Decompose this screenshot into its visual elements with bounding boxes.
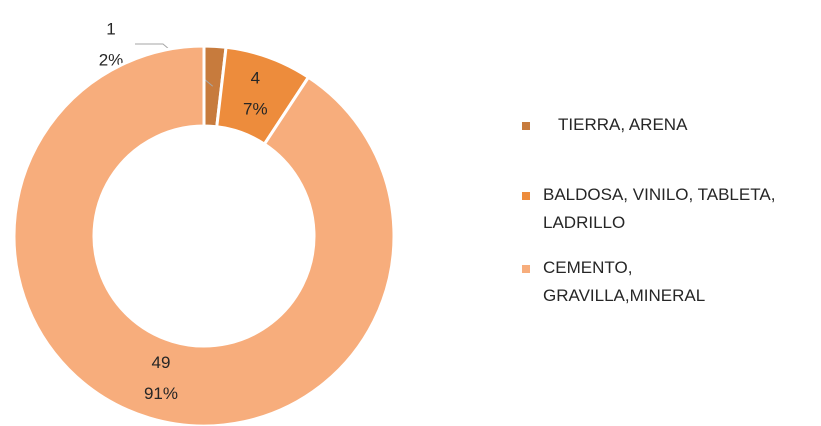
percent-label: 7% — [243, 100, 268, 119]
data-label: 49 — [152, 353, 171, 372]
legend-marker — [522, 122, 530, 130]
legend-marker — [522, 192, 530, 200]
legend-label: TIERRA, ARENA — [558, 115, 688, 134]
legend-marker — [522, 265, 530, 273]
donut-slice — [12, 44, 396, 426]
data-label: 4 — [251, 69, 260, 88]
data-label: 1 — [106, 19, 115, 38]
legend-label: BALDOSA, VINILO, TABLETA, LADRILLO — [543, 185, 775, 232]
percent-label: 91% — [144, 384, 178, 403]
legend-label: CEMENTO, GRAVILLA,MINERAL — [543, 258, 705, 305]
percent-label: 2% — [99, 50, 124, 69]
